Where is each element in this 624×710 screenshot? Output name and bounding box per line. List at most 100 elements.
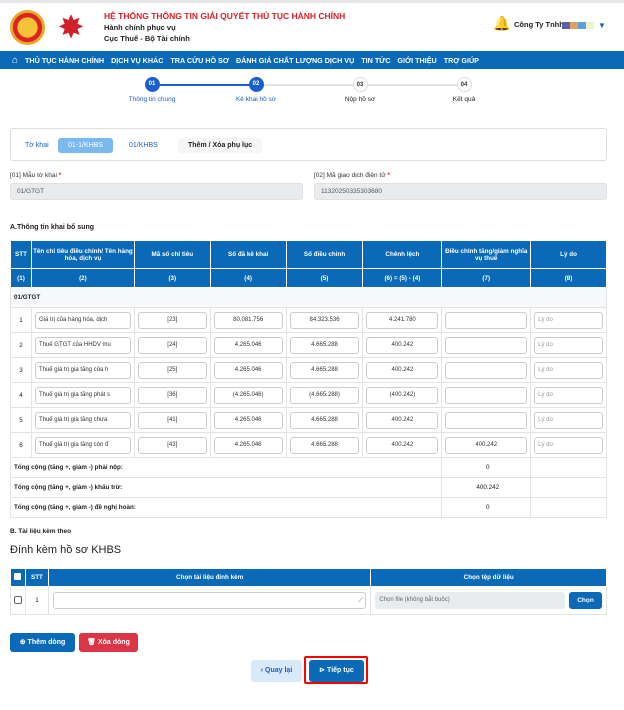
attachment-doc-textarea[interactable]: ⟋ [52,592,367,609]
step-1: 01 Thông tin chung [112,77,192,103]
nav-item[interactable]: DỊCH VỤ KHÁC [111,55,164,65]
tab-01-khbs[interactable]: 01/KHBS [129,142,158,149]
add-row-button[interactable]: ⊕ Thêm dòng [10,633,75,652]
row-stt: 1 [10,307,32,333]
declared-input[interactable]: 4.265.046 [213,411,283,429]
indicator-name-input[interactable]: Thuế GTGT của HHDV mu [34,336,131,354]
reason-input[interactable]: Lý do [534,336,603,354]
row-checkbox[interactable] [10,586,26,615]
step-4: 04 Kết quả [424,77,504,103]
chevron-left-icon: ‹ [260,667,264,674]
obligation-change-input[interactable] [445,386,528,404]
file-input[interactable]: Chọn file (không bắt buộc) [375,592,565,609]
next-icon: ⊳ [319,667,326,674]
adjusted-input[interactable]: 4.665.288 [289,361,360,379]
nav-item[interactable]: TRA CỨU HỒ SƠ [170,55,229,65]
declared-input[interactable]: 4.265.046 [213,361,283,379]
adjusted-input[interactable]: (4.665.288) [289,386,360,404]
col-header: Chọn tệp dữ liệu [370,568,607,587]
reason-input[interactable]: Lý do [534,311,603,329]
next-button[interactable]: ⊳ Tiếp tục [309,660,364,682]
empty-cell [530,457,607,478]
col-header: STT [10,240,32,269]
home-icon[interactable]: ⌂ [12,54,19,66]
transaction-code-field: 11320250335303680 [314,183,607,200]
difference-input[interactable]: 4.241.780 [366,311,439,329]
back-button[interactable]: ‹ Quay lại [251,660,302,682]
declared-input[interactable]: 4.265.046 [213,436,283,454]
indicator-name-input[interactable]: Thuế giá trị gia tăng còn đ [34,436,131,454]
reason-input[interactable]: Lý do [534,436,603,454]
col-index: (5) [285,268,364,288]
nav-item[interactable]: GIỚI THIỆU [397,55,437,65]
indicator-code-input[interactable]: [24] [137,336,207,354]
table-row: 2 Thuế GTGT của HHDV mu [24] 4.265.046 4… [10,332,607,358]
obligation-change-input[interactable] [445,411,528,429]
nav-item[interactable]: TIN TỨC [361,55,391,65]
indicator-code-input[interactable]: [25] [137,361,207,379]
main-nav: ⌂ THỦ TỤC HÀNH CHÍNH DỊCH VỤ KHÁC TRA CỨ… [0,51,624,69]
file-cell: Chọn file (không bắt buộc) Chọn [370,586,607,615]
obligation-change-input[interactable] [445,361,528,379]
declared-input[interactable]: 80.081.756 [213,311,283,329]
group-row: 01/GTGT [10,287,607,308]
tab-01-1-khbs[interactable]: 01-1/KHBS [58,138,113,153]
choose-file-button[interactable]: Chọn [569,592,602,609]
total-value: 400.242 [441,477,532,498]
adjusted-input[interactable]: 4.665.288 [289,411,360,429]
attachment-table: STT Chọn tài liệu đính kèm Chọn tệp dữ liệ… [10,568,607,615]
chevron-down-icon[interactable]: ▼ [598,21,606,30]
select-all-checkbox[interactable] [10,568,26,587]
total-value: 0 [441,497,532,518]
total-row: Tổng cộng (tăng +, giảm -) phải nộp: 0 [9,457,607,478]
indicator-name-input[interactable]: Thuế giá trị gia tăng phát s [34,386,131,404]
obligation-change-input[interactable] [445,311,528,329]
form-type-field: 01/GTGT [10,183,303,200]
nav-item[interactable]: ĐÁNH GIÁ CHẤT LƯỢNG DỊCH VỤ [235,55,355,65]
col-header: Số điều chỉnh [285,240,364,269]
reason-input[interactable]: Lý do [534,386,603,404]
adjusted-input[interactable]: 4.665.288 [289,336,360,354]
tab-add-remove-appendix[interactable]: Thêm / Xóa phụ lục [178,138,263,153]
declared-input[interactable]: (4.265.046) [213,386,283,404]
col-header: Chênh lệch [362,240,443,269]
obligation-change-input[interactable] [445,336,528,354]
row-stt: 6 [10,432,32,458]
indicator-code-input[interactable]: [23] [137,311,207,329]
form-type-label: [01] Mẫu tờ khai * [10,172,62,179]
trash-icon: 🗑 [87,639,97,646]
difference-input[interactable]: 400.242 [366,411,439,429]
difference-input[interactable]: (400.242) [366,386,439,404]
col-index: (4) [209,268,287,288]
difference-input[interactable]: 400.242 [366,361,439,379]
system-title: HỆ THỐNG THÔNG TIN GIẢI QUYẾT THỦ TỤC HÀ… [104,11,346,21]
subtitle: Hành chính phục vụ [104,23,176,32]
indicator-code-input[interactable]: [36] [137,386,207,404]
difference-input[interactable]: 400.242 [366,436,439,454]
indicator-code-input[interactable]: [43] [137,436,207,454]
user-name[interactable]: Công Ty Tnhh [514,20,564,29]
indicator-name-input[interactable]: Thuế giá trị gia tăng chưa [34,411,131,429]
adjusted-input[interactable]: 4.665.288 [289,436,360,454]
bell-icon[interactable]: 🔔 [493,15,511,31]
col-index: (1) [10,268,32,288]
declared-input[interactable]: 4.265.046 [213,336,283,354]
obligation-change-input[interactable]: 400.242 [445,436,528,454]
nav-item[interactable]: TRỢ GIÚP [443,55,479,65]
table-row: 5 Thuế giá trị gia tăng chưa [41] 4.265.… [10,407,607,433]
tab-to-khai[interactable]: Tờ khai [25,142,49,149]
stepper-line [152,84,464,86]
indicator-code-input[interactable]: [41] [137,411,207,429]
col-header: Điều chỉnh tăng/giảm nghĩa vụ thuế [441,240,532,269]
reason-input[interactable]: Lý do [534,361,603,379]
indicator-name-input[interactable]: Thuế giá trị gia tăng của h [34,361,131,379]
nav-item[interactable]: THỦ TỤC HÀNH CHÍNH [25,55,105,65]
attachment-doc-cell: ⟋ [47,586,372,615]
indicator-name-input[interactable]: Giá trị của hàng hóa, dịch [34,311,131,329]
table-row: 6 Thuế giá trị gia tăng còn đ [43] 4.265… [10,432,607,458]
adjusted-input[interactable]: 84.323.536 [289,311,360,329]
delete-row-button[interactable]: 🗑 Xóa dòng [79,633,138,652]
reason-input[interactable]: Lý do [534,411,603,429]
row-stt: 2 [10,332,32,358]
difference-input[interactable]: 400.242 [366,336,439,354]
